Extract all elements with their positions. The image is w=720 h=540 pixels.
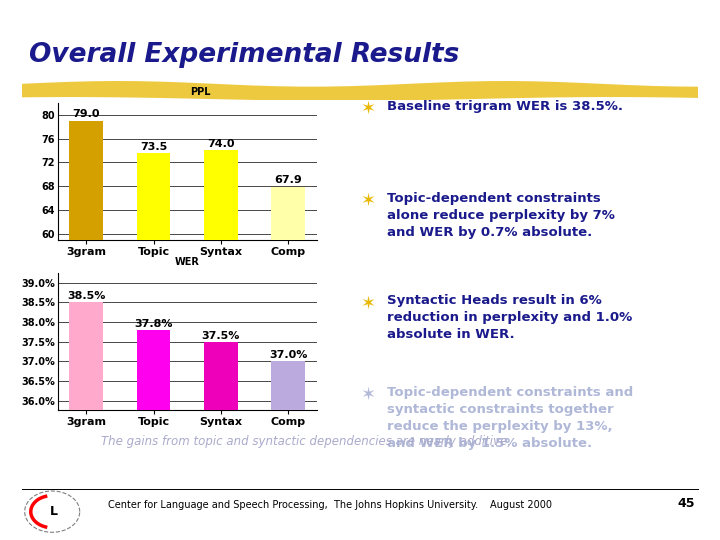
Text: ✶: ✶: [360, 100, 375, 118]
Text: ✶: ✶: [360, 386, 375, 404]
Text: August 2000: August 2000: [490, 500, 552, 510]
Text: 74.0: 74.0: [207, 139, 235, 148]
Text: WER: WER: [175, 257, 199, 267]
Text: Syntactic Heads result in 6%
reduction in perplexity and 1.0%
absolute in WER.: Syntactic Heads result in 6% reduction i…: [387, 294, 633, 341]
Text: Topic-dependent constraints
alone reduce perplexity by 7%
and WER by 0.7% absolu: Topic-dependent constraints alone reduce…: [387, 192, 615, 239]
Text: ✶: ✶: [360, 192, 375, 210]
Text: Center for Language and Speech Processing,  The Johns Hopkins University.: Center for Language and Speech Processin…: [108, 500, 478, 510]
Bar: [271, 187, 305, 540]
Bar: [69, 120, 103, 540]
Text: 37.8%: 37.8%: [135, 319, 173, 329]
Text: L: L: [50, 505, 58, 518]
Text: The gains from topic and syntactic dependencies are nearly additive.: The gains from topic and syntactic depen…: [101, 435, 510, 448]
Bar: [137, 153, 171, 540]
Text: 73.5: 73.5: [140, 141, 167, 152]
Text: 38.5%: 38.5%: [67, 292, 105, 301]
Bar: [137, 330, 171, 540]
Text: PPL: PPL: [190, 87, 210, 97]
Bar: [271, 361, 305, 540]
Text: ✶: ✶: [360, 294, 375, 312]
Text: 45: 45: [678, 497, 695, 510]
Polygon shape: [22, 81, 698, 101]
Text: Overall Experimental Results: Overall Experimental Results: [29, 42, 459, 68]
Text: Topic-dependent constraints and
syntactic constraints together
reduce the perple: Topic-dependent constraints and syntacti…: [387, 386, 634, 450]
Bar: [204, 151, 238, 540]
Text: 67.9: 67.9: [274, 175, 302, 185]
Text: Baseline trigram WER is 38.5%.: Baseline trigram WER is 38.5%.: [387, 100, 624, 113]
Bar: [204, 341, 238, 540]
Text: 37.5%: 37.5%: [202, 331, 240, 341]
Text: 79.0: 79.0: [73, 109, 100, 119]
Bar: [69, 302, 103, 540]
Text: 37.0%: 37.0%: [269, 350, 307, 360]
